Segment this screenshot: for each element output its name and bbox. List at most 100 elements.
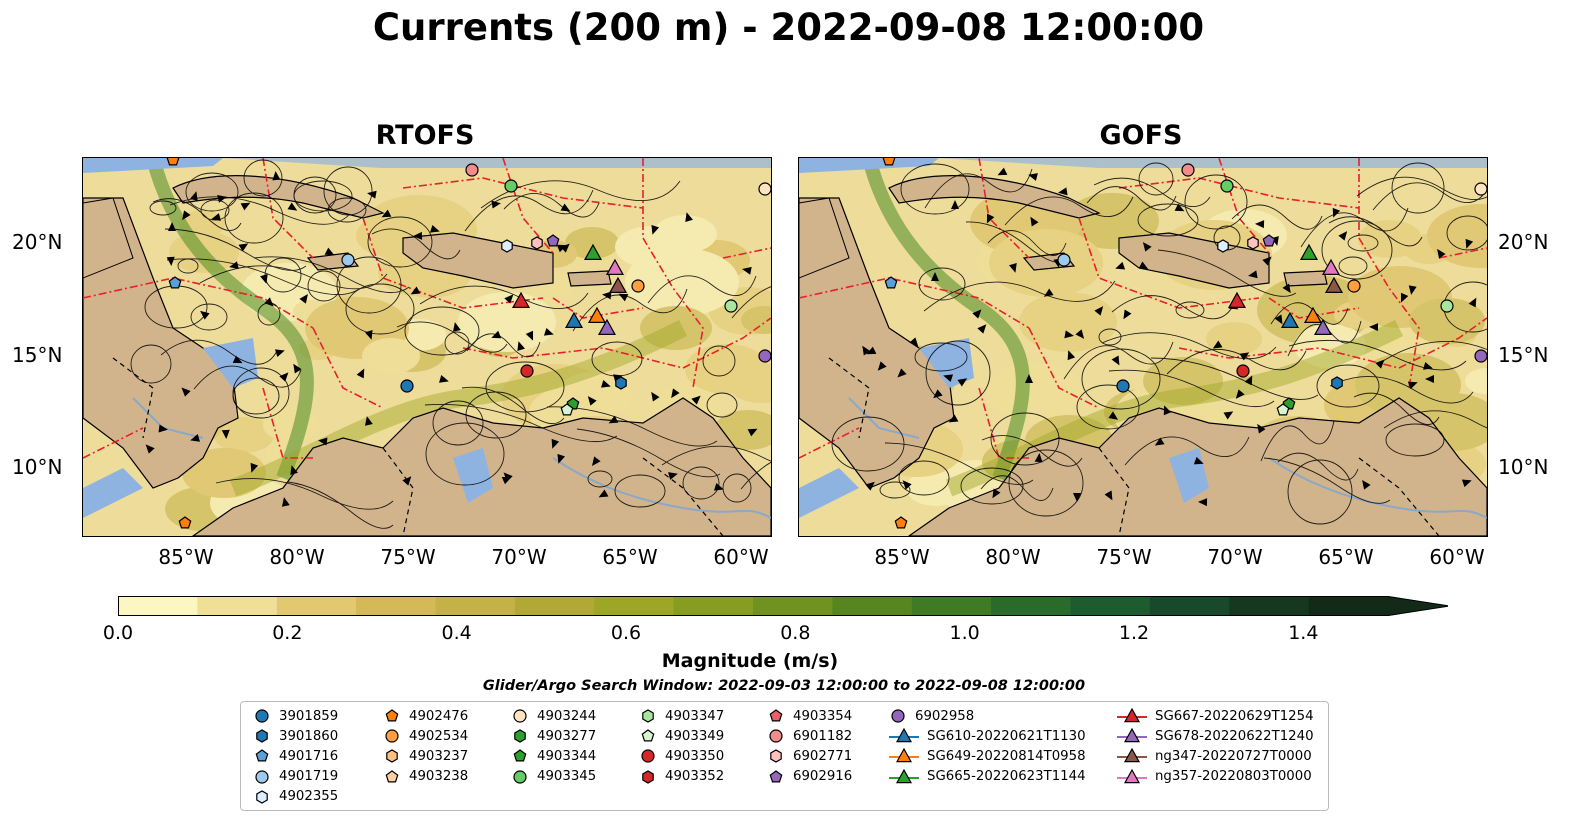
lake-maracaibo (453, 448, 493, 503)
float-3901859 (1116, 379, 1130, 393)
land-hispaniola (402, 232, 554, 289)
strong-current-band (146, 158, 314, 481)
legend-label: SG667-20220629T1254 (1155, 708, 1314, 724)
map-rtofs[interactable] (82, 157, 772, 537)
land-yucatan (83, 197, 134, 279)
legend-item: 4903238 (383, 767, 468, 787)
legend-marker-icon (770, 749, 782, 764)
lon-tick-label: 80°W (985, 545, 1041, 569)
legend-item: ng347-20220727T0000 (1117, 746, 1314, 766)
legend-label: 4903345 (537, 769, 597, 785)
legend-label: 3901860 (279, 728, 339, 744)
legend-item: 4903237 (383, 746, 468, 766)
legend-column: 6902958 SG610-20220621T1130 SG649-20220814… (889, 706, 1086, 787)
legend-triangle (895, 748, 913, 763)
legend-marker-icon (1117, 728, 1147, 743)
legend-marker-icon (255, 770, 269, 784)
lat-tick-label-left: 20°N (12, 230, 63, 254)
legend-item: 4903354 (767, 706, 852, 726)
float-4901716 (884, 276, 898, 289)
legend-marker-icon (255, 749, 269, 762)
legend-symbol (385, 709, 399, 722)
colorbar-label: Magnitude (m/s) (661, 650, 839, 672)
float-4903349 (560, 403, 574, 416)
lat-tick-label-right: 15°N (1498, 343, 1549, 367)
colorbar-tick-label: 1.4 (1288, 622, 1319, 644)
streamlines (130, 159, 771, 529)
legend-item: 3901859 (253, 706, 338, 726)
glider-ng357 (1321, 258, 1341, 276)
legend-item: 4902534 (383, 726, 468, 746)
legend-label: ng357-20220803T0000 (1155, 769, 1312, 785)
legend-symbol (255, 749, 269, 762)
legend-column: 4903347 4903349 4903350 4903352 (639, 706, 724, 787)
country-border (828, 357, 1440, 536)
legend-marker-icon (385, 769, 399, 783)
legend-label: 4903350 (665, 748, 725, 764)
legend-item: 6902958 (889, 706, 1086, 726)
float-4903347 (724, 299, 738, 313)
lon-tick-label: 70°W (1207, 545, 1263, 569)
float-4902476 (894, 516, 908, 529)
legend-label: SG649-20220814T0958 (927, 748, 1086, 764)
land-central-america (83, 197, 239, 489)
float-4903345 (504, 179, 518, 193)
lat-tick-label-left: 10°N (12, 455, 63, 479)
colorbar-bin (1149, 596, 1230, 616)
lon-tick-label: 60°W (1429, 545, 1485, 569)
legend-symbol (642, 709, 654, 723)
strong-current-band (945, 319, 1404, 497)
legend-marker-icon (385, 729, 399, 743)
legend-marker-icon (889, 748, 919, 763)
colorbar-bin (514, 596, 595, 616)
legend-label: 6902958 (915, 708, 975, 724)
legend-column: 4902476 4902534 4903237 4903238 (383, 706, 468, 787)
colorbar-extend-arrow (1388, 596, 1448, 616)
legend-item: 4902355 (253, 787, 338, 807)
legend-marker-icon (514, 729, 526, 743)
legend-item: 4903349 (639, 726, 724, 746)
legend-symbol (891, 709, 905, 723)
strong-current-band (229, 319, 688, 497)
legend-item: 4902476 (383, 706, 468, 726)
land-puerto-rico (1283, 270, 1328, 287)
legend-symbol (769, 769, 783, 783)
legend-marker-icon (642, 709, 654, 723)
colorbar-bin (673, 596, 754, 616)
legend-label: 4903237 (409, 748, 469, 764)
float-4901719 (1057, 253, 1071, 267)
legend-marker-icon (769, 729, 783, 743)
legend-label: 4903244 (537, 708, 597, 724)
river (848, 397, 920, 439)
legend-label: ng347-20220727T0000 (1155, 748, 1312, 764)
map-gofs[interactable] (798, 157, 1488, 537)
legend-item: 6902771 (767, 746, 852, 766)
colorbar-bin (832, 596, 913, 616)
legend-item: 4903277 (511, 726, 596, 746)
legend-marker-icon (891, 709, 905, 723)
legend-item: 3901860 (253, 726, 338, 746)
colorbar-bin (594, 596, 675, 616)
legend-symbol (642, 769, 654, 784)
legend-symbol (641, 749, 655, 764)
legend-marker-icon (513, 749, 527, 762)
legend-item: 4903350 (639, 746, 724, 766)
legend-item: 4901719 (253, 767, 338, 787)
shelf-water (919, 338, 974, 388)
float-4903345 (1220, 179, 1234, 193)
lon-tick-label: 60°W (713, 545, 769, 569)
legend-item: 4903344 (511, 746, 596, 766)
colorbar-tick-label: 0.2 (272, 622, 303, 644)
legend-symbol (255, 770, 269, 784)
legend-symbol (769, 729, 783, 743)
legend-label: 4902476 (409, 708, 469, 724)
legend-symbol (256, 729, 268, 743)
legend-marker-icon (642, 769, 654, 784)
shelf-water (799, 468, 859, 518)
lon-tick-label: 75°W (380, 545, 436, 569)
glider-ng347 (1324, 276, 1344, 293)
legend-label: 4903344 (537, 748, 597, 764)
colorbar-tick-label: 0.6 (610, 622, 642, 644)
colorbar-bin (118, 596, 198, 616)
legend-marker-icon (256, 729, 268, 743)
